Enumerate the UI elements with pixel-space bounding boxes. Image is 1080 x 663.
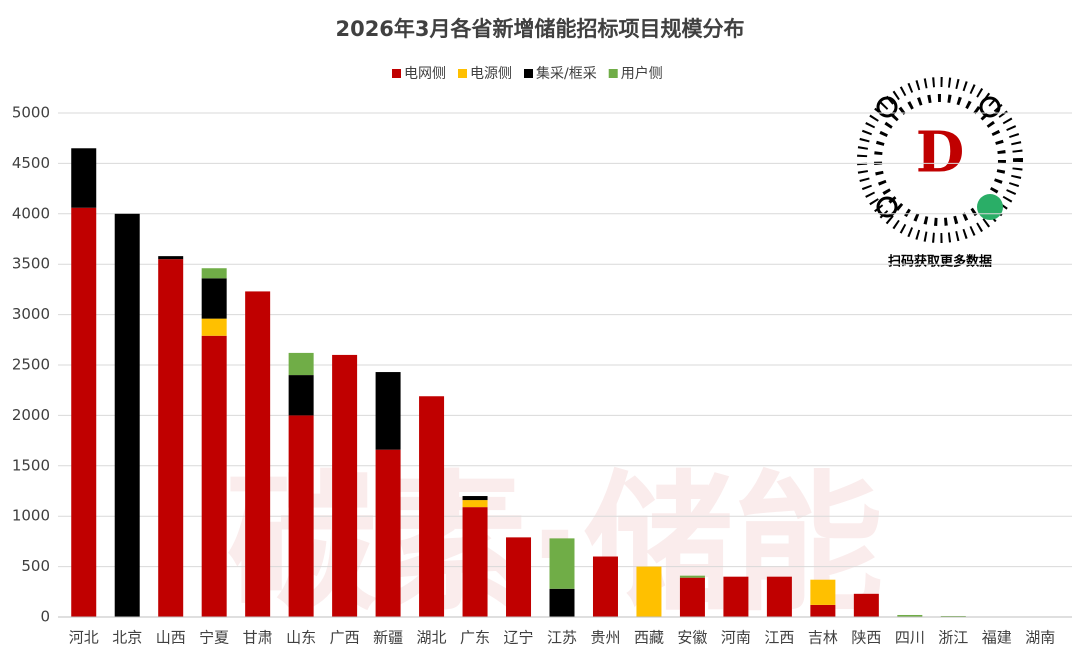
x-tick-label: 湖北	[417, 629, 447, 647]
x-tick-label: 福建	[982, 629, 1012, 647]
bar-segment	[897, 614, 923, 617]
bar-segment	[201, 318, 227, 336]
x-tick-label: 浙江	[938, 629, 968, 647]
bar-segment	[853, 593, 879, 617]
bar-segment	[332, 354, 358, 617]
x-tick-label: 吉林	[808, 629, 838, 647]
x-tick-label: 广东	[460, 629, 490, 647]
y-tick-label: 1000	[12, 507, 50, 525]
x-tick-label: 山西	[156, 629, 186, 647]
bar-segment	[462, 496, 488, 501]
bar-segment	[288, 415, 314, 617]
bar-segment	[158, 256, 184, 260]
x-tick-label: 湖南	[1025, 629, 1055, 647]
y-tick-label: 2500	[12, 356, 50, 374]
x-tick-label: 北京	[112, 629, 142, 647]
x-tick-label: 辽宁	[504, 629, 534, 647]
bar-segment	[940, 615, 966, 617]
bar-segment	[71, 148, 97, 208]
qr-caption: 扫码获取更多数据	[888, 254, 992, 270]
x-tick-label: 陕西	[851, 629, 881, 647]
bar-segment	[158, 259, 184, 617]
legend-swatch	[458, 69, 467, 78]
bar-segment	[288, 352, 314, 376]
bar-segment	[201, 278, 227, 319]
y-tick-label: 1500	[12, 456, 50, 474]
bar-segment	[462, 500, 488, 508]
legend-swatch	[392, 69, 401, 78]
legend-swatch	[608, 69, 618, 78]
legend-label: 电网侧	[404, 66, 446, 82]
x-tick-label: 广西	[330, 629, 360, 647]
legend-swatch	[524, 69, 533, 78]
x-tick-label: 新疆	[373, 629, 403, 647]
bar-segment	[723, 576, 749, 617]
x-tick-label: 甘肃	[243, 629, 273, 647]
bar-segment	[766, 576, 792, 617]
chart-title: 2026年3月各省新增储能招标项目规模分布	[335, 17, 744, 41]
y-tick-label: 3000	[12, 305, 50, 323]
bar-segment	[810, 579, 836, 605]
bar-segment	[679, 577, 705, 617]
y-tick-label: 4000	[12, 204, 50, 222]
y-tick-label: 5000	[12, 104, 50, 122]
bar-segment	[549, 538, 575, 589]
bar-segment	[201, 268, 227, 279]
y-tick-label: 4500	[12, 154, 50, 172]
bar-segment	[810, 604, 836, 617]
x-tick-label: 安徽	[677, 629, 707, 647]
legend-label: 用户侧	[621, 65, 663, 82]
bar-segment	[636, 566, 662, 617]
y-tick-label: 3500	[12, 255, 50, 273]
bar-segment	[201, 335, 227, 617]
x-tick-label: 河南	[721, 629, 751, 647]
x-tick-label: 四川	[895, 629, 925, 647]
legend-label: 集采/框采	[536, 65, 597, 82]
bar-segment	[245, 291, 271, 617]
y-tick-label: 0	[40, 608, 50, 626]
legend-label: 电源侧	[470, 66, 512, 82]
bar-segment	[679, 575, 705, 578]
x-tick-label: 贵州	[590, 629, 620, 647]
bar-segment	[288, 375, 314, 416]
bar-segment	[375, 449, 401, 617]
bar-segment	[506, 537, 532, 617]
bar-segment	[419, 396, 445, 617]
x-tick-label: 宁夏	[199, 629, 229, 647]
qr-code: D	[857, 77, 1023, 243]
bar-segment	[592, 556, 618, 617]
x-tick-label: 江苏	[547, 629, 577, 647]
bar-segment	[114, 213, 140, 618]
bar-segment	[71, 207, 97, 617]
svg-text:D: D	[916, 120, 965, 186]
y-tick-label: 2000	[12, 406, 50, 424]
x-tick-label: 西藏	[634, 629, 664, 647]
bar-segment	[549, 588, 575, 617]
x-tick-label: 江西	[764, 629, 794, 647]
x-tick-label: 河北	[69, 629, 99, 647]
bar-segment	[375, 372, 401, 450]
bar-segment	[462, 507, 488, 617]
y-tick-label: 500	[21, 557, 50, 575]
x-tick-label: 山东	[286, 629, 316, 647]
